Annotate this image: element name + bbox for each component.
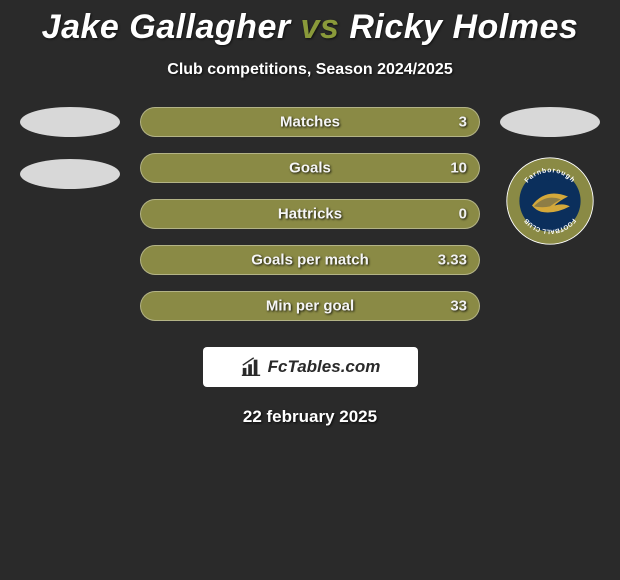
- stat-label: Goals: [289, 160, 331, 177]
- stat-bar-min-per-goal: Min per goal 33: [140, 291, 480, 321]
- stat-bars: Matches 3 Goals 10 Hattricks 0 Goals per…: [140, 107, 480, 321]
- svg-text:2007: 2007: [544, 176, 556, 182]
- stat-label: Goals per match: [251, 252, 369, 269]
- player1-name: Jake Gallagher: [42, 8, 291, 46]
- content-area: Farnborough FOOTBALL CLUB 2007 Matches 3…: [0, 107, 620, 427]
- vs-text: vs: [301, 8, 340, 46]
- club-badge-icon: Farnborough FOOTBALL CLUB 2007: [505, 156, 595, 246]
- player2-name: Ricky Holmes: [349, 8, 578, 46]
- stat-value-right: 3: [459, 114, 467, 131]
- chart-icon: [240, 356, 262, 378]
- stat-value-right: 3.33: [438, 252, 467, 269]
- player1-photo-placeholder: [20, 107, 120, 137]
- stat-value-right: 10: [450, 160, 467, 177]
- brand-text: FcTables.com: [268, 357, 381, 377]
- stat-label: Hattricks: [278, 206, 342, 223]
- player2-club-badge: Farnborough FOOTBALL CLUB 2007: [505, 156, 595, 246]
- stat-label: Min per goal: [266, 298, 354, 315]
- stat-value-right: 0: [459, 206, 467, 223]
- report-date: 22 february 2025: [0, 407, 620, 427]
- stat-bar-matches: Matches 3: [140, 107, 480, 137]
- stat-label: Matches: [280, 114, 340, 131]
- player2-photo-placeholder: [500, 107, 600, 137]
- left-player-column: [10, 107, 130, 189]
- right-player-column: Farnborough FOOTBALL CLUB 2007: [490, 107, 610, 246]
- stat-bar-goals-per-match: Goals per match 3.33: [140, 245, 480, 275]
- comparison-title: Jake Gallagher vs Ricky Holmes: [0, 0, 620, 47]
- player1-club-placeholder: [20, 159, 120, 189]
- subtitle: Club competitions, Season 2024/2025: [0, 61, 620, 79]
- stat-bar-goals: Goals 10: [140, 153, 480, 183]
- stat-bar-hattricks: Hattricks 0: [140, 199, 480, 229]
- stat-value-right: 33: [450, 298, 467, 315]
- brand-box: FcTables.com: [203, 347, 418, 387]
